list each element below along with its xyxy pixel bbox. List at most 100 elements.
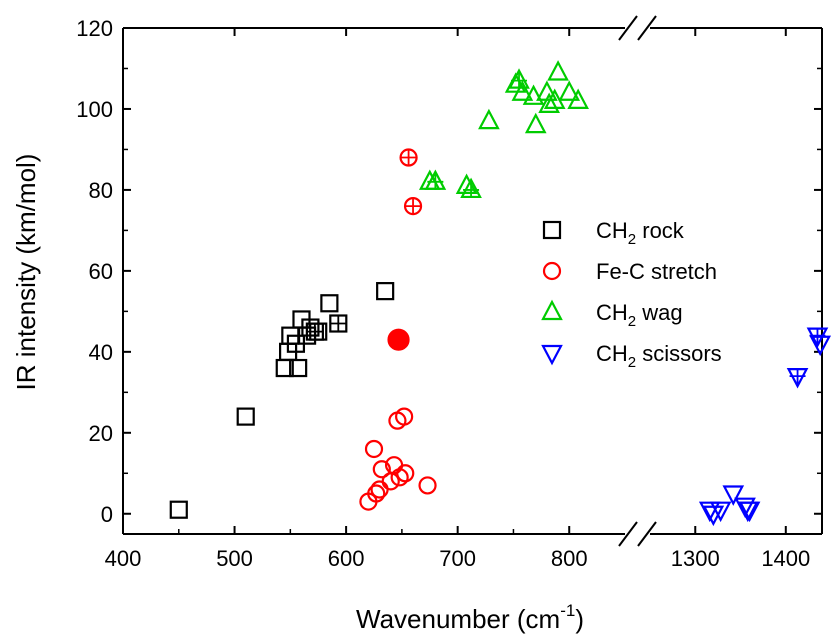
legend-marker [541, 344, 563, 366]
series-triangle [418, 60, 589, 199]
data-point [376, 282, 395, 301]
data-point [367, 484, 386, 503]
x-axis-title-close: ) [575, 604, 584, 634]
triangle-down-marker [541, 344, 563, 366]
data-point [329, 314, 348, 333]
data-point [511, 80, 534, 101]
y-tick-label: 100 [76, 97, 113, 122]
axis-break-mark [618, 15, 638, 41]
data-point [418, 476, 437, 495]
square-marker [376, 282, 395, 301]
data-point [698, 501, 721, 523]
x-tick-label: 800 [551, 546, 588, 571]
y-tick-label: 80 [89, 178, 113, 203]
legend-label-main: CH [596, 300, 628, 325]
series-square [169, 282, 395, 519]
data-point [403, 197, 423, 216]
legend-label-main: Fe-C stretch [596, 259, 717, 284]
data-point [558, 80, 581, 101]
legend-label: CH2 rock [596, 218, 685, 248]
circle-marker [418, 476, 437, 495]
x-tick-label: 400 [105, 546, 142, 571]
y-tick-label: 120 [76, 16, 113, 41]
data-point [396, 464, 415, 483]
legend-marker [542, 220, 562, 240]
square-marker [289, 358, 308, 378]
data-point [390, 468, 409, 487]
data-point [538, 92, 560, 114]
data-point-filled [387, 328, 410, 351]
triangle-up-marker [538, 92, 560, 114]
data-point [709, 501, 732, 523]
legend-label-rest: scissors [636, 341, 722, 366]
x-tick-label: 1300 [671, 546, 720, 571]
legend-label-sub: 2 [628, 354, 636, 371]
x-tick-label: 1400 [761, 546, 810, 571]
y-tick-label: 20 [89, 421, 113, 446]
data-marks [169, 60, 832, 527]
y-tick-label: 0 [101, 502, 113, 527]
series-circle [359, 148, 437, 511]
circle-marker [387, 328, 410, 351]
series-inverted-triangle [698, 327, 832, 527]
data-point [169, 500, 188, 519]
triangle-down-marker [738, 501, 761, 523]
x-tick-label: 600 [328, 546, 365, 571]
x-tick-label: 700 [439, 546, 476, 571]
legend-label: CH2 wag [596, 300, 683, 330]
data-point [399, 148, 418, 167]
legend-marker [541, 299, 563, 321]
circle-marker [372, 460, 391, 479]
data-point [522, 84, 545, 105]
legend-item: CH2 wag [541, 299, 683, 330]
square-marker [309, 322, 328, 341]
triangle-up-marker [478, 108, 500, 130]
axis-break-mark [637, 15, 657, 41]
data-point [738, 501, 761, 523]
legend-label-main: CH [596, 341, 628, 366]
data-point [309, 322, 328, 341]
circle-marker [370, 480, 389, 499]
data-point [460, 177, 482, 199]
triangle-up-marker [524, 112, 547, 134]
circle-marker [367, 484, 386, 503]
legend-label-rest: wag [636, 300, 682, 325]
triangle-up-marker [522, 84, 545, 105]
circle-marker [390, 468, 409, 487]
circle-marker [364, 439, 384, 459]
x-axis-title-main: Wavenumber (cm [356, 604, 560, 634]
triangle-down-marker [809, 335, 832, 357]
y-axis-title: IR intensity (km/mol) [11, 154, 41, 391]
legend-label-sub: 2 [628, 231, 636, 248]
legend-label-sub: 2 [628, 313, 636, 330]
data-point [236, 407, 255, 426]
triangle-down-marker [698, 501, 721, 523]
x-axis-title-sup: -1 [560, 601, 575, 620]
circle-marker [395, 407, 414, 426]
data-point [364, 439, 384, 459]
square-marker [236, 407, 255, 426]
y-tick-label: 40 [89, 340, 113, 365]
circle-marker [542, 261, 562, 281]
triangle-up-marker [541, 299, 563, 321]
data-point [786, 368, 809, 389]
triangle-down-marker [709, 501, 732, 523]
data-point [722, 485, 745, 506]
data-point [567, 88, 589, 109]
triangle-up-marker [558, 80, 581, 101]
axis-break-mark [637, 521, 657, 547]
square-marker [542, 220, 562, 240]
x-axis-title: Wavenumber (cm-1) [356, 601, 584, 634]
legend-label: Fe-C stretch [596, 259, 717, 284]
data-point [478, 108, 500, 130]
legend-item: Fe-C stretch [542, 259, 717, 284]
square-marker [169, 500, 188, 519]
data-point [370, 480, 389, 499]
data-point [424, 169, 447, 190]
data-point [395, 407, 414, 426]
data-point [809, 335, 832, 357]
axes: 0 20 40 60 80 100 120 400 500 600 700 800 1300 1400 [76, 15, 823, 571]
data-point [289, 358, 308, 378]
